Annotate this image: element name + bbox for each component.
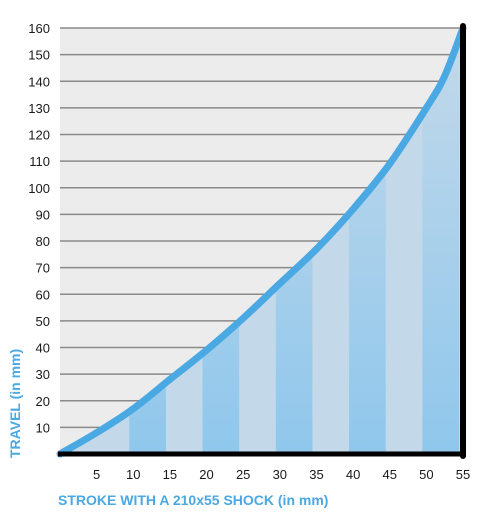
y-tick-40: 40 xyxy=(36,341,50,356)
x-tick-45: 45 xyxy=(382,467,396,482)
y-tick-60: 60 xyxy=(36,287,50,302)
x-tick-10: 10 xyxy=(126,467,140,482)
x-tick-20: 20 xyxy=(199,467,213,482)
y-tick-160: 160 xyxy=(28,21,50,36)
y-tick-70: 70 xyxy=(36,261,50,276)
x-tick-5: 5 xyxy=(93,467,100,482)
y-tick-50: 50 xyxy=(36,314,50,329)
y-tick-labels: 10 20 30 40 50 60 70 80 90 100 110 120 130 140 150 160 xyxy=(28,21,50,435)
y-tick-80: 80 xyxy=(36,234,50,249)
y-tick-90: 90 xyxy=(36,207,50,222)
x-tick-15: 15 xyxy=(163,467,177,482)
y-tick-110: 110 xyxy=(29,154,50,169)
x-tick-25: 25 xyxy=(236,467,250,482)
x-axis-title: STROKE WITH A 210x55 SHOCK (in mm) xyxy=(58,492,328,508)
y-tick-10: 10 xyxy=(36,420,50,435)
x-tick-labels: 5 10 15 20 25 30 35 40 45 50 55 xyxy=(93,467,470,482)
x-tick-50: 50 xyxy=(419,467,433,482)
travel-curve xyxy=(56,24,467,458)
y-tick-140: 140 xyxy=(28,74,50,89)
y-tick-20: 20 xyxy=(36,394,50,409)
x-tick-35: 35 xyxy=(309,467,323,482)
x-tick-55: 55 xyxy=(456,467,470,482)
y-tick-150: 150 xyxy=(28,48,50,63)
y-tick-100: 100 xyxy=(28,181,50,196)
x-tick-30: 30 xyxy=(273,467,287,482)
x-tick-40: 40 xyxy=(346,467,360,482)
y-tick-120: 120 xyxy=(28,128,50,143)
y-axis-title: TRAVEL (in mm) xyxy=(7,349,23,458)
y-tick-130: 130 xyxy=(28,101,50,116)
y-tick-30: 30 xyxy=(36,367,50,382)
